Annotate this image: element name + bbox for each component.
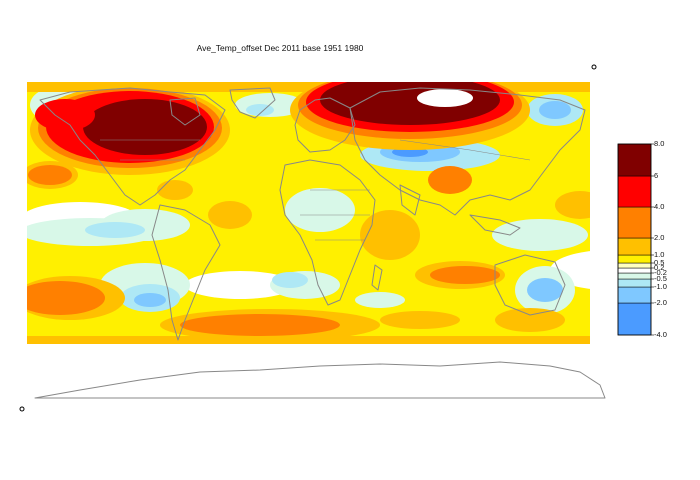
india-outline [399,184,421,216]
corner-marker-top-right [591,64,597,70]
north-america-outline [39,87,226,206]
country-borders [100,139,531,241]
hudson-bay-outline [169,97,201,126]
colorbar-tick-label: -2.0 [654,298,667,307]
colorbar-segment [617,143,652,177]
colorbar-tick-label: 4.0 [654,202,665,211]
colorbar-segment [617,278,652,288]
colorbar-segment [617,254,652,264]
colorbar-segment [617,272,652,280]
colorbar-tick-label: 0.5 [654,258,665,267]
south-america-outline [151,204,221,341]
coastlines [34,87,606,399]
anomaly-field [27,82,590,344]
colorbar-tick-label: 6 [654,171,659,180]
colorbar-tick-label: -4.0 [654,330,667,339]
colorbar-tick-label: 8.0 [654,139,665,148]
antarctica-outline [34,361,606,399]
asia-outline [349,87,586,216]
colorbar-frame [617,143,652,336]
colorbar-segment [617,206,652,239]
colorbar-tick-label: -0.5 [654,274,667,283]
colorbar-tick-label: -1.0 [654,282,667,291]
colorbar-tick-label: 2.0 [654,233,665,242]
greenland-outline [229,87,276,119]
colorbar-segment [617,302,652,336]
colorbar-tick-label: 0.2 [654,263,665,272]
europe-outline [294,97,356,153]
colorbar [617,143,654,336]
africa-outline [279,159,376,306]
corner-marker-bottom-left [19,406,25,412]
australia-outline [494,254,566,316]
colorbar-segment [617,262,652,269]
colorbar-segment [617,267,652,274]
colorbar-tick-label: -0.2 [654,268,667,277]
colorbar-segment [617,237,652,256]
colorbar-segment [617,286,652,304]
page-title: Ave_Temp_offset Dec 2011 base 1951 1980 [196,43,364,53]
indonesia-outline [469,214,521,236]
colorbar-tick-label: 1.0 [654,250,665,259]
madagascar-outline [371,264,383,291]
colorbar-segment [617,175,652,208]
